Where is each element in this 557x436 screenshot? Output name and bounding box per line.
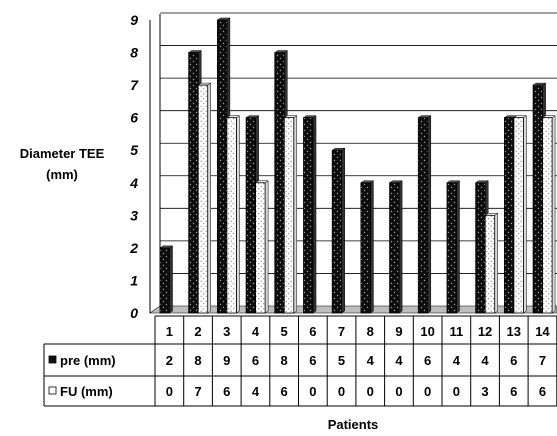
bar-pre-patient-9-side	[398, 180, 403, 314]
data-label: 6	[510, 384, 517, 399]
bar-pre-patient-13	[503, 117, 515, 314]
data-label: 6	[539, 384, 546, 399]
bar-fu-patient-4	[255, 182, 266, 314]
bar-pre-patient-5	[274, 52, 285, 314]
bar-pre-patient-3	[216, 19, 228, 314]
y-tick-label: 6	[130, 110, 138, 126]
x-tick-label: 13	[507, 324, 521, 339]
bar-pre-patient-11-side	[456, 180, 460, 314]
y-tick-label: 5	[130, 142, 138, 158]
legend-label-pre: pre (mm)	[60, 353, 116, 368]
y-tick-label: 4	[129, 175, 138, 191]
y-tick-label: 8	[130, 45, 138, 61]
x-tick-label: 1	[166, 324, 173, 339]
x-tick-label: 10	[420, 324, 434, 339]
bar-pre-patient-4	[245, 117, 257, 314]
legend-label-fu: FU (mm)	[60, 384, 113, 399]
bar-pre-patient-6	[303, 117, 314, 314]
data-label: 4	[481, 353, 489, 368]
bar-pre-patient-8-side	[370, 180, 374, 314]
y-axis-label-line-2: (mm)	[46, 167, 78, 182]
bar-pre-patient-6-side	[312, 115, 317, 314]
data-label: 0	[309, 384, 316, 399]
y-tick-label: 7	[130, 77, 139, 93]
y-tick-label: 3	[130, 207, 138, 223]
x-tick-label: 7	[338, 324, 345, 339]
data-label: 6	[309, 353, 316, 368]
bar-fu-patient-3	[226, 117, 237, 314]
x-tick-label: 6	[309, 324, 316, 339]
x-tick-label: 8	[367, 324, 374, 339]
y-tick-label: 9	[130, 12, 138, 28]
x-tick-label: 5	[281, 324, 288, 339]
data-label: 4	[252, 384, 260, 399]
y-tick-label: 1	[130, 272, 138, 288]
x-tick-label: 14	[535, 324, 550, 339]
bar-fu-patient-13-side	[523, 115, 527, 314]
data-label: 4	[453, 353, 461, 368]
data-label: 6	[424, 353, 431, 368]
bar-fu-patient-12	[484, 214, 496, 314]
legend-swatch-fu	[48, 386, 57, 395]
data-label: 4	[367, 353, 375, 368]
bars	[159, 17, 556, 314]
data-label: 7	[539, 353, 546, 368]
y-axis-label-line-1: Diameter TEE	[20, 146, 105, 161]
bar-pre-patient-1	[159, 247, 170, 314]
data-label: 0	[453, 384, 460, 399]
data-label: 9	[223, 353, 230, 368]
bar-pre-patient-8	[360, 182, 371, 314]
bar-pre-patient-9	[389, 182, 400, 314]
data-label: 3	[481, 384, 488, 399]
data-label: 0	[424, 384, 431, 399]
y-tick-label: 2	[129, 240, 138, 256]
x-tick-label: 12	[478, 324, 492, 339]
bar-fu-patient-14-side	[551, 115, 556, 314]
bar-pre-patient-14	[532, 84, 543, 314]
bar-fu-patient-3-side	[236, 115, 240, 314]
y-tick-label: 0	[130, 305, 138, 321]
bar-fu-patient-5-side	[293, 115, 298, 314]
bar-fu-patient-5	[283, 117, 295, 314]
data-label: 6	[252, 353, 259, 368]
data-label: 7	[194, 384, 201, 399]
bar-pre-patient-10-side	[427, 115, 432, 314]
x-tick-label: 4	[252, 324, 260, 339]
legend-swatch-pre	[48, 355, 57, 364]
bar-fu-patient-13	[513, 117, 524, 314]
bar-fu-patient-2	[197, 84, 209, 314]
bar-fu-patient-2-side	[207, 82, 211, 314]
data-label: 8	[281, 353, 288, 368]
data-label: 4	[395, 353, 403, 368]
x-tick-label: 3	[223, 324, 230, 339]
data-label: 0	[166, 384, 173, 399]
x-tick-label: 9	[395, 324, 402, 339]
data-label: 8	[194, 353, 201, 368]
bar-pre-patient-7-side	[341, 147, 345, 314]
bar-pre-patient-7	[331, 149, 343, 314]
bar-pre-patient-1-side	[169, 245, 173, 314]
x-tick-label: 2	[194, 324, 201, 339]
bar-pre-patient-11	[446, 182, 457, 314]
bar-fu-patient-12-side	[494, 212, 498, 314]
bar-fu-patient-4-side	[264, 180, 269, 314]
data-label: 0	[338, 384, 345, 399]
bar-pre-patient-2	[188, 52, 199, 314]
bar-pre-patient-10	[417, 117, 429, 314]
data-label: 5	[338, 353, 345, 368]
data-label: 2	[166, 353, 173, 368]
x-axis-label: Patients	[328, 417, 379, 432]
y-tick-labels: 0 1 2 3 4 5 6 7 8 9	[129, 12, 139, 321]
data-label: 0	[367, 384, 374, 399]
data-label: 6	[510, 353, 517, 368]
bar-fu-patient-14	[542, 117, 553, 314]
data-label: 6	[223, 384, 230, 399]
bar-pre-patient-12	[475, 182, 486, 314]
data-label: 0	[395, 384, 402, 399]
data-label: 6	[281, 384, 288, 399]
x-tick-label: 11	[449, 324, 463, 339]
